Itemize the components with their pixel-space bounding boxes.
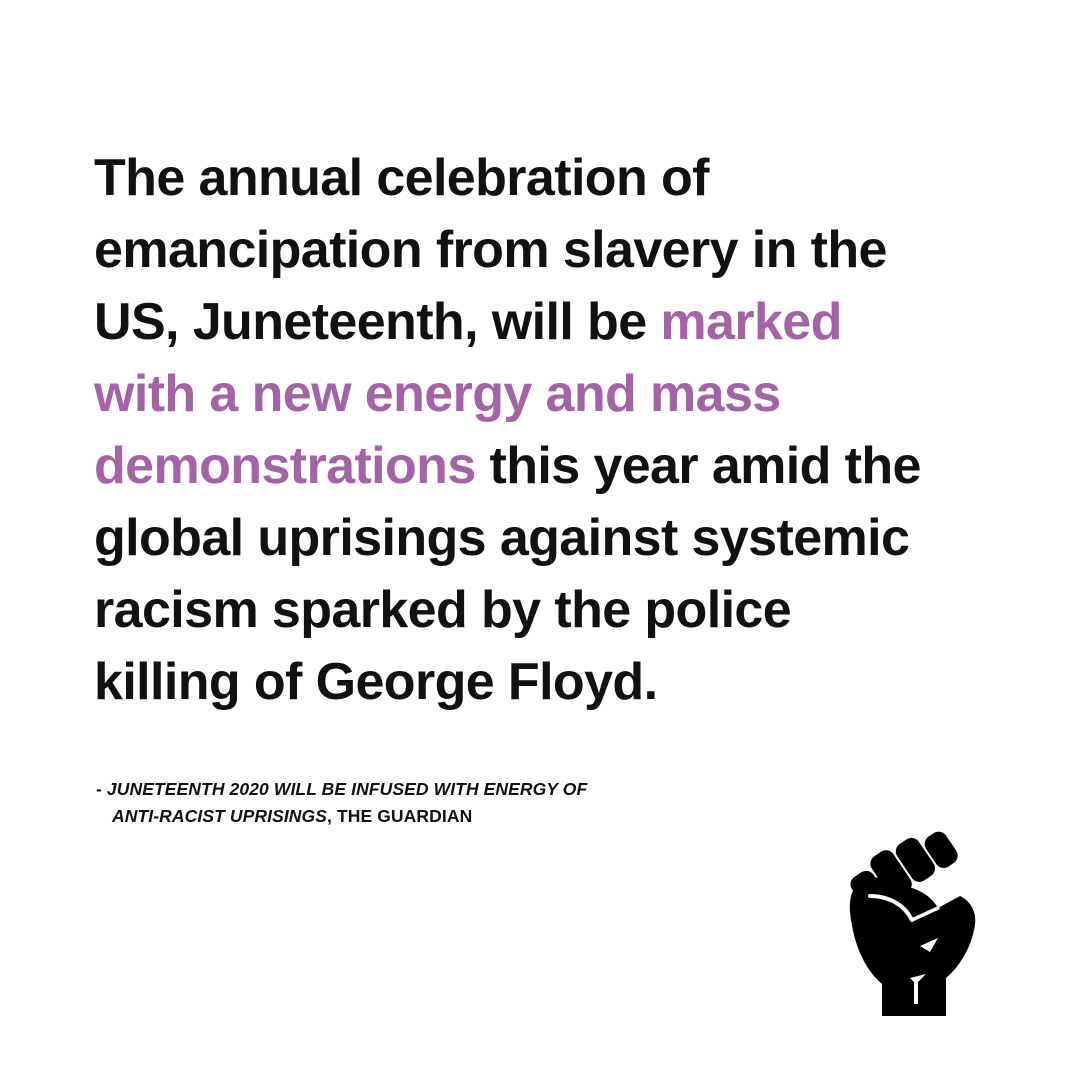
quote-segment: this year amid the	[475, 437, 922, 495]
quote-line: racism sparked by the police	[94, 581, 792, 639]
citation-prefix: -	[96, 779, 107, 799]
quote-line: US, Juneteenth, will be marked	[94, 286, 1024, 358]
citation-line: - JUNETEENTH 2020 WILL BE INFUSED WITH E…	[96, 776, 796, 803]
quote-line: killing of George Floyd.	[94, 653, 658, 711]
quote-segment: US, Juneteenth, will be	[94, 293, 661, 351]
quote-text: The annual celebration of emancipation f…	[94, 142, 1024, 718]
raised-fist-icon	[849, 831, 976, 1016]
quote-line: global uprisings against systemic	[94, 509, 910, 567]
citation-source: , THE GUARDIAN	[327, 806, 473, 826]
quote-highlight: with a new energy and mass	[94, 365, 781, 423]
article-title: ANTI-RACIST UPRISINGS	[112, 806, 328, 826]
quote-line: emancipation from slavery in the	[94, 221, 887, 279]
citation-line: ANTI-RACIST UPRISINGS, THE GUARDIAN	[96, 803, 796, 830]
article-title: JUNETEENTH 2020 WILL BE INFUSED WITH ENE…	[106, 779, 588, 799]
quote-highlight: demonstrations	[94, 437, 476, 495]
citation: - JUNETEENTH 2020 WILL BE INFUSED WITH E…	[96, 776, 796, 830]
quote-line: demonstrations this year amid the	[94, 430, 1024, 502]
quote-highlight: marked	[660, 293, 842, 351]
quote-line: The annual celebration of	[94, 149, 709, 207]
